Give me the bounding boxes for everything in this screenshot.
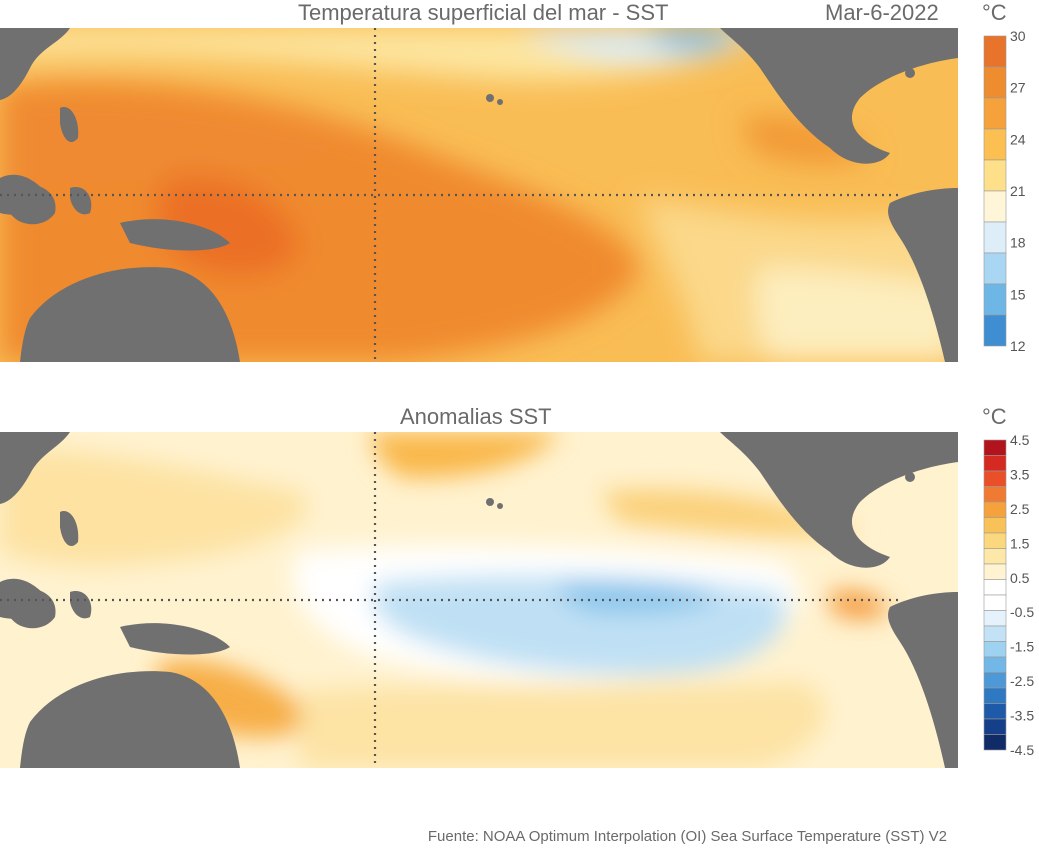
sst-colorbar-tick-label: 15 <box>1010 286 1026 302</box>
anomaly-colorbar-ticks: 4.5 3.5 2.5 1.5 0.5 -0.5 -1.5 -2.5 -3.5 -4.5 <box>1010 434 1034 758</box>
anomaly-land-newguinea <box>120 623 230 655</box>
sst-north-cold <box>640 28 740 52</box>
anomaly-colorbar-band <box>983 610 1007 627</box>
sst-date: Mar-6-2022 <box>825 0 939 25</box>
anomaly-unit-label: °C <box>982 404 1007 429</box>
anomaly-land-asia <box>0 432 70 504</box>
anomaly-land-southamerica <box>888 592 958 768</box>
sst-unit-label: °C <box>982 0 1007 25</box>
anomaly-colorbar-tick-label: 3.5 <box>1010 466 1030 482</box>
anomaly-colorbar-band <box>983 594 1007 611</box>
sst-map <box>0 28 958 362</box>
anomaly-south-pale <box>300 682 826 768</box>
sst-land-newguinea <box>120 219 230 251</box>
source-credit: Fuente: NOAA Optimum Interpolation (OI) … <box>427 828 947 845</box>
anomaly-land-cuba <box>905 472 915 482</box>
anomaly-land-hawaii-2 <box>497 503 503 509</box>
anomaly-colorbar-band <box>983 517 1007 534</box>
anomaly-colorbar-band <box>983 687 1007 704</box>
sst-colorbar-bands <box>983 35 1007 347</box>
sst-colorbar-band <box>983 66 1007 99</box>
sst-colorbar: 30 27 24 21 18 15 12 <box>983 30 1026 354</box>
sst-land-southamerica <box>888 188 958 362</box>
sst-east-cool <box>755 268 958 362</box>
sst-land-cuba <box>905 68 915 78</box>
anomaly-colorbar-band <box>983 486 1007 503</box>
anomaly-colorbar-tick-label: 1.5 <box>1010 535 1030 551</box>
sst-land-mexico <box>720 28 958 164</box>
anomaly-central-cooler <box>558 580 720 614</box>
sst-land-hawaii <box>486 94 494 102</box>
sst-colorbar-tick-label: 24 <box>1010 131 1026 147</box>
sst-colorbar-tick-label: 21 <box>1010 183 1026 199</box>
anomaly-colorbar-tick-label: -1.5 <box>1010 639 1034 655</box>
anomaly-colorbar-band <box>983 470 1007 487</box>
anomaly-colorbar-band <box>983 718 1007 735</box>
anomaly-northeast-warm <box>600 489 860 537</box>
anomaly-colorbar-tick-label: -2.5 <box>1010 673 1034 689</box>
anomaly-colorbar-band <box>983 641 1007 658</box>
sst-colorbar-tick-label: 18 <box>1010 235 1026 251</box>
sst-colorbar-band <box>983 159 1007 192</box>
anomaly-colorbar-band <box>983 532 1007 549</box>
sst-colorbar-tick-label: 30 <box>1010 30 1026 44</box>
sst-colorbar-band <box>983 283 1007 316</box>
anomaly-colorbar-band <box>983 625 1007 642</box>
anomaly-land-sulawesi <box>70 591 92 619</box>
anomaly-map <box>0 432 958 768</box>
sst-colorbar-tick-label: 27 <box>1010 80 1026 96</box>
anomaly-colorbar-tick-label: 0.5 <box>1010 570 1030 586</box>
anomaly-land-borneo <box>10 588 56 629</box>
anomaly-colorbar-band <box>983 734 1007 751</box>
anomaly-colorbar-band <box>983 439 1007 456</box>
anomaly-colorbar-tick-label: -3.5 <box>1010 708 1034 724</box>
anomaly-colorbar-tick-label: -4.5 <box>1010 742 1034 758</box>
sst-land-asia <box>0 28 70 100</box>
sst-land-hawaii-2 <box>497 99 503 105</box>
sst-land-philippines <box>60 107 79 143</box>
anomaly-title: Anomalias SST <box>400 404 552 429</box>
anomaly-colorbar-band <box>983 455 1007 472</box>
sst-title: Temperatura superficial del mar - SST <box>298 0 669 25</box>
sst-colorbar-band <box>983 128 1007 161</box>
anomaly-land-australia <box>20 671 240 768</box>
anomaly-colorbar-tick-label: 4.5 <box>1010 434 1030 448</box>
anomaly-peru-warm <box>830 590 890 619</box>
sst-land-australia <box>20 267 240 362</box>
sst-colorbar-ticks: 30 27 24 21 18 15 12 <box>1010 30 1026 354</box>
sst-warmest-core <box>156 176 300 277</box>
anomaly-colorbar-band <box>983 501 1007 518</box>
anomaly-colorbar-bands <box>983 439 1007 751</box>
anomaly-land-philippines <box>60 511 79 547</box>
sst-colorbar-band <box>983 314 1007 347</box>
anomaly-north-warm <box>370 432 560 478</box>
sst-colorbar-band <box>983 252 1007 285</box>
sst-colorbar-tick-label: 12 <box>1010 338 1026 354</box>
anomaly-colorbar-tick-label: 2.5 <box>1010 501 1030 517</box>
sst-colorbar-band <box>983 221 1007 254</box>
anomaly-colorbar: 4.5 3.5 2.5 1.5 0.5 -0.5 -1.5 -2.5 -3.5 -4.5 <box>983 434 1034 758</box>
anomaly-colorbar-band <box>983 656 1007 673</box>
anomaly-land-hawaii <box>486 498 494 506</box>
anomaly-colorbar-band <box>983 672 1007 689</box>
sst-land-sulawesi <box>70 187 92 215</box>
anomaly-colorbar-band <box>983 563 1007 580</box>
sst-colorbar-band <box>983 35 1007 68</box>
anomaly-colorbar-band <box>983 548 1007 565</box>
sst-colorbar-band <box>983 190 1007 223</box>
anomaly-land-mexico <box>720 432 958 568</box>
anomaly-colorbar-band <box>983 579 1007 596</box>
sst-colorbar-band <box>983 97 1007 130</box>
anomaly-colorbar-band <box>983 703 1007 720</box>
anomaly-colorbar-tick-label: -0.5 <box>1010 604 1034 620</box>
sst-warm-north <box>0 101 360 188</box>
